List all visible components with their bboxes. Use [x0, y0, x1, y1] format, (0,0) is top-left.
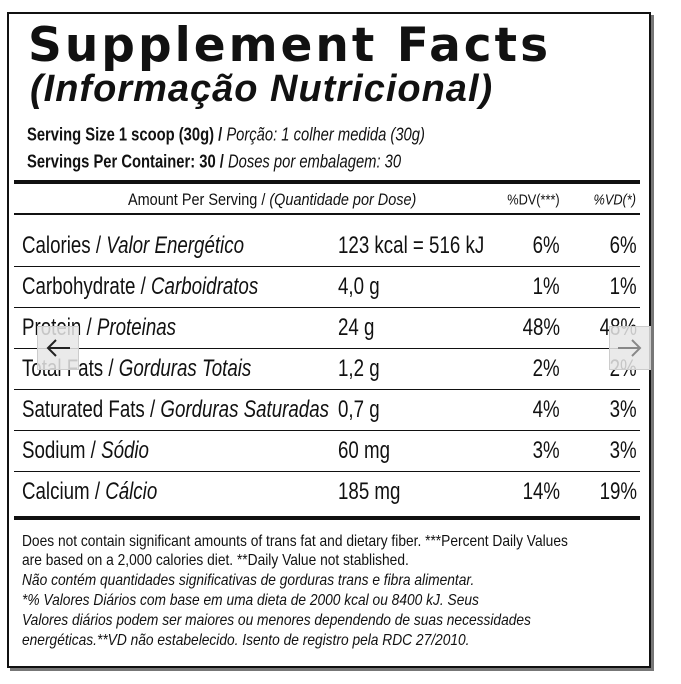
rule — [14, 471, 640, 472]
vd: 19% — [599, 478, 637, 505]
text-en: Servings Per Container: 30 / — [27, 151, 228, 172]
text-pt: Gorduras Totais — [118, 355, 252, 382]
arrow-icon — [618, 339, 642, 357]
rule — [14, 266, 640, 267]
text-en: Sodium / — [22, 437, 102, 464]
text-en: Amount Per Serving / — [128, 190, 270, 209]
text-en: Calories / — [22, 232, 107, 259]
rule — [14, 516, 640, 520]
text-en: Saturated Fats / — [22, 396, 161, 423]
vd: 1% — [609, 273, 637, 300]
title: Supplement Facts — [28, 18, 552, 73]
amount: 123 kcal = 516 kJ — [338, 232, 485, 259]
footnote-line: Não contém quantidades significativas de… — [22, 572, 475, 589]
next-arrow[interactable] — [609, 326, 651, 370]
nutrient-name: Saturated Fats / Gorduras Saturadas — [22, 396, 329, 424]
footnote-line: energéticas.**VD não estabelecido. Isent… — [22, 632, 470, 649]
dv: 4% — [532, 396, 560, 423]
vd: 3% — [609, 396, 637, 423]
subtitle: (Informação Nutricional) — [30, 68, 494, 110]
amount: 185 mg — [338, 478, 401, 505]
serving-line: Serving Size 1 scoop (30g) / Porção: 1 c… — [27, 125, 425, 146]
header-dv: %DV(***) — [507, 191, 560, 209]
footnote-line: *% Valores Diários com base em uma dieta… — [22, 592, 479, 609]
nutrient-name: Calcium / Cálcio — [22, 478, 157, 506]
dv: 6% — [532, 232, 560, 259]
footnote-line: Valores diários podem ser maiores ou men… — [22, 612, 531, 629]
text-pt: Doses por embalagem: 30 — [227, 151, 402, 172]
text-pt: Cálcio — [105, 478, 158, 505]
amount: 4,0 g — [338, 273, 380, 300]
serving-line: Servings Per Container: 30 / Doses por e… — [27, 152, 401, 173]
text-pt: Carboidratos — [151, 273, 259, 300]
text-pt: Gorduras Saturadas — [160, 396, 329, 423]
dv: 48% — [522, 314, 560, 341]
amount: 0,7 g — [338, 396, 380, 423]
header-vd: %VD(*) — [593, 191, 636, 209]
rule — [14, 213, 640, 215]
arrow-icon — [46, 339, 70, 357]
text-pt: Porção: 1 colher medida (30g) — [226, 124, 425, 145]
nutrient-name: Carbohydrate / Carboidratos — [22, 273, 258, 301]
rule — [14, 307, 640, 308]
rule — [14, 180, 640, 184]
dv: 14% — [522, 478, 560, 505]
text-en: Serving Size 1 scoop (30g) / — [27, 124, 227, 145]
text-pt: Proteinas — [96, 314, 177, 341]
amount: 1,2 g — [338, 355, 380, 382]
text-pt: Valor Energético — [106, 232, 244, 259]
text-pt: Sódio — [101, 437, 149, 464]
vd: 6% — [609, 232, 637, 259]
rule — [14, 389, 640, 390]
nutrient-name: Sodium / Sódio — [22, 437, 149, 465]
dv: 2% — [532, 355, 560, 382]
prev-arrow[interactable] — [37, 326, 79, 370]
vd: 3% — [609, 437, 637, 464]
amount: 24 g — [338, 314, 375, 341]
dv: 3% — [532, 437, 560, 464]
dv: 1% — [532, 273, 560, 300]
rule — [14, 348, 640, 349]
nutrient-name: Calories / Valor Energético — [22, 232, 244, 260]
rule — [14, 430, 640, 431]
footnote-line: are based on a 2,000 calories diet. **Da… — [22, 552, 409, 569]
amount: 60 mg — [338, 437, 391, 464]
text-en: Carbohydrate / — [22, 273, 152, 300]
footnote-line: Does not contain significant amounts of … — [22, 533, 568, 550]
text-en: Calcium / — [22, 478, 106, 505]
text-pt: (Quantidade por Dose) — [269, 190, 417, 209]
header-amount: Amount Per Serving / (Quantidade por Dos… — [128, 190, 416, 210]
